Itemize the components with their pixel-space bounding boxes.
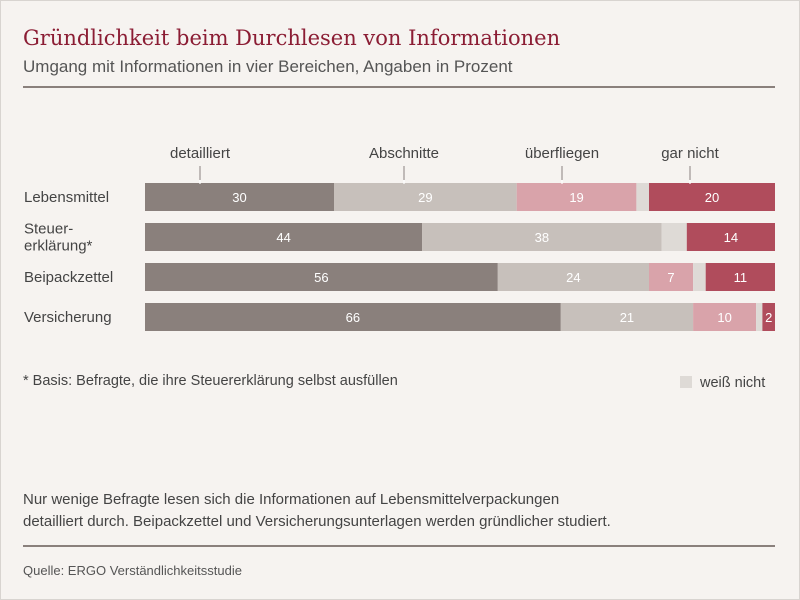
- bar-ueberfliegen-versicherung: [693, 303, 757, 331]
- bar-weiss-nicht-beipackzettel: [693, 263, 706, 291]
- bar-abschnitte-lebensmittel: [334, 183, 517, 211]
- bar-weiss-nicht-lebensmittel: [636, 183, 649, 211]
- bar-abschnitte-steuer-erklaerung: [422, 223, 662, 251]
- data-label-detailliert-versicherung: 66: [346, 310, 360, 325]
- bar-gar-nicht-beipackzettel: [705, 263, 775, 291]
- data-label-gar-nicht-steuer-erklaerung: 14: [724, 230, 738, 245]
- footnote: * Basis: Befragte, die ihre Steuererklär…: [23, 373, 398, 389]
- summary-line-2: detailliert durch. Beipackzettel und Ver…: [23, 513, 611, 530]
- category-label-steuer-erklaerung: Steuer-erklärung*: [24, 221, 93, 255]
- category-label-lebensmittel: Lebensmittel: [24, 189, 109, 206]
- source-note: Quelle: ERGO Verständlichkeitsstudie: [23, 563, 242, 578]
- bar-gar-nicht-steuer-erklaerung: [686, 223, 775, 251]
- bar-ueberfliegen-beipackzettel: [649, 263, 694, 291]
- bar-abschnitte-beipackzettel: [497, 263, 649, 291]
- data-label-abschnitte-beipackzettel: 24: [566, 270, 580, 285]
- data-label-ueberfliegen-beipackzettel: 7: [667, 270, 674, 285]
- bottom-divider: [23, 545, 775, 547]
- legend-not-known-label: weiß nicht: [700, 375, 766, 391]
- data-label-detailliert-lebensmittel: 30: [232, 190, 246, 205]
- legend-not-known-swatch: [680, 376, 692, 388]
- data-label-abschnitte-versicherung: 21: [620, 310, 634, 325]
- bar-weiss-nicht-versicherung: [756, 303, 763, 331]
- legend-label-ueberfliegen: überfliegen: [525, 145, 599, 162]
- data-label-gar-nicht-beipackzettel: 11: [734, 270, 748, 285]
- bar-ueberfliegen-lebensmittel: [516, 183, 637, 211]
- data-label-detailliert-steuer-erklaerung: 44: [276, 230, 290, 245]
- bar-abschnitte-versicherung: [560, 303, 694, 331]
- summary-line-1: Nur wenige Befragte lesen sich die Infor…: [23, 491, 560, 508]
- top-divider: [23, 86, 775, 88]
- category-label-beipackzettel: Beipackzettel: [24, 269, 113, 286]
- data-label-ueberfliegen-lebensmittel: 19: [569, 190, 583, 205]
- stacked-bar-chart: Lebensmittel Steuer-erklärung* Beipackzett…: [24, 145, 775, 331]
- bar-gar-nicht-versicherung: [762, 303, 775, 331]
- bar-detailliert-beipackzettel: [145, 263, 498, 291]
- data-label-abschnitte-lebensmittel: 29: [418, 190, 432, 205]
- data-label-gar-nicht-lebensmittel: 20: [705, 190, 719, 205]
- bar-gar-nicht-lebensmittel: [649, 183, 775, 211]
- bar-detailliert-versicherung: [145, 303, 561, 331]
- chart-title: Gründlichkeit beim Durchlesen von Inform…: [23, 26, 561, 50]
- bar-weiss-nicht-steuer-erklaerung: [661, 223, 687, 251]
- data-label-abschnitte-steuer-erklaerung: 38: [535, 230, 549, 245]
- summary-text: Nur wenige Befragte lesen sich die Infor…: [23, 489, 763, 533]
- legend-label-abschnitte: Abschnitte: [369, 145, 439, 162]
- legend-label-detailliert: detailliert: [170, 145, 231, 162]
- data-label-gar-nicht-versicherung: 2: [765, 310, 772, 325]
- bar-detailliert-lebensmittel: [145, 183, 334, 211]
- legend-label-gar-nicht: gar nicht: [661, 145, 719, 162]
- data-label-detailliert-beipackzettel: 56: [314, 270, 328, 285]
- chart-subtitle: Umgang mit Informationen in vier Bereich…: [23, 57, 513, 76]
- data-label-ueberfliegen-versicherung: 10: [717, 310, 731, 325]
- category-label-versicherung: Versicherung: [24, 309, 112, 326]
- bar-detailliert-steuer-erklaerung: [145, 223, 423, 251]
- legend-not-known: weiß nicht: [680, 375, 765, 391]
